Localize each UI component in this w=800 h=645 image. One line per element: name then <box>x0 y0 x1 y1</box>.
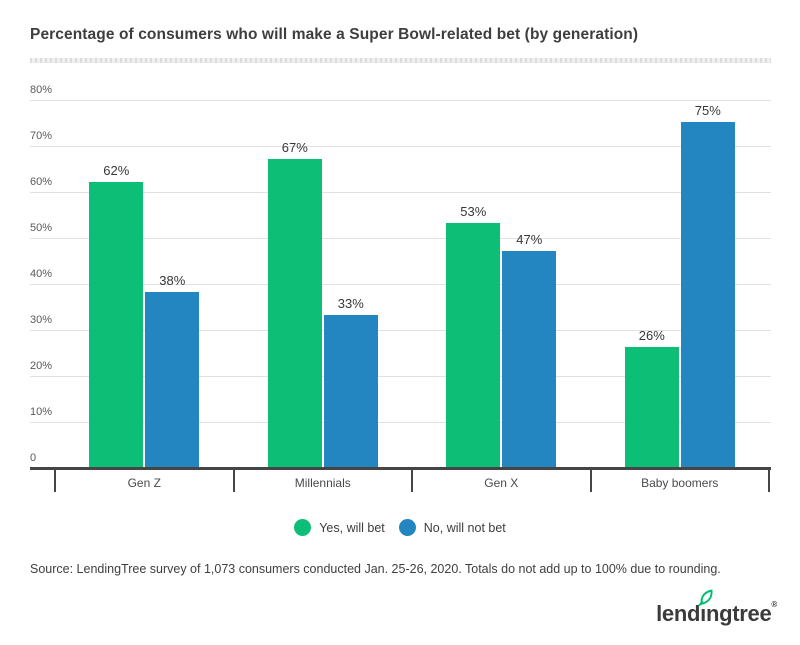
bar-value-label: 33% <box>337 296 364 312</box>
bar-gen-x-series-1 <box>502 250 557 467</box>
logo-text-tail: ngtree <box>705 601 772 626</box>
legend-label-yes: Yes, will bet <box>319 520 385 535</box>
bar-value-label: 47% <box>516 231 543 247</box>
bar-value-label: 67% <box>281 139 308 155</box>
gridline-70 <box>30 145 771 147</box>
legend-swatch-no-icon <box>398 519 416 536</box>
bar-millennials-series-0 <box>267 158 322 467</box>
registered-mark: ® <box>771 600 777 609</box>
y-axis-label-40: 40% <box>30 268 53 280</box>
bar-chart: 80% 70% 60% 50% 40% 30% 20% 10% 0 62% 38% Gen Z 67% 3… <box>30 84 771 500</box>
x-axis-tick <box>54 470 56 492</box>
gridline-10 <box>30 421 771 423</box>
gridline-50 <box>30 237 771 239</box>
legend-label-no: No, will not bet <box>423 520 506 535</box>
chart-title: Percentage of consumers who will make a … <box>30 26 639 43</box>
y-axis-label-30: 30% <box>30 314 53 326</box>
x-axis-tick <box>768 470 770 492</box>
chart-legend: Yes, will bet No, will not bet <box>0 519 800 536</box>
bar-baby-boomers-series-0 <box>624 347 679 467</box>
bar-gen-z-series-1 <box>145 292 200 467</box>
bar-value-label: 26% <box>638 328 665 344</box>
legend-item-yes: Yes, will bet <box>294 519 385 536</box>
leaf-icon <box>698 589 713 606</box>
gridline-60 <box>30 191 771 193</box>
bar-value-label: 38% <box>159 273 186 289</box>
category-label-gen-x: Gen X <box>484 476 519 490</box>
x-axis-line <box>30 467 771 470</box>
gridline-30 <box>30 329 771 331</box>
legend-item-no: No, will not bet <box>398 519 506 536</box>
y-axis-label-0: 0 <box>30 452 37 464</box>
lendingtree-logo: lendı ngtree® <box>656 589 777 626</box>
gridline-80 <box>30 99 771 101</box>
gridline-20 <box>30 375 771 377</box>
gridline-40 <box>30 283 771 285</box>
y-axis-label-10: 10% <box>30 406 53 418</box>
bar-millennials-series-1 <box>323 315 378 467</box>
category-label-millennials: Millennials <box>294 476 351 490</box>
title-divider <box>30 58 771 63</box>
x-axis-tick <box>232 470 235 492</box>
bar-baby-boomers-series-1 <box>680 122 735 467</box>
legend-swatch-yes-icon <box>294 519 312 536</box>
bar-value-label: 62% <box>103 162 130 178</box>
y-axis-label-60: 60% <box>30 176 53 188</box>
source-note: Source: LendingTree survey of 1,073 cons… <box>30 562 721 576</box>
x-axis-tick <box>411 470 413 492</box>
y-axis-label-70: 70% <box>30 130 53 142</box>
bar-gen-z-series-0 <box>89 181 144 467</box>
logo-text-i: ı <box>700 601 706 626</box>
x-axis-tick <box>589 470 592 492</box>
bar-value-label: 53% <box>460 204 487 220</box>
bar-value-label: 75% <box>694 103 721 118</box>
bar-gen-x-series-0 <box>446 223 501 467</box>
category-label-baby-boomers: Baby boomers <box>641 476 719 490</box>
category-label-gen-z: Gen Z <box>127 476 161 490</box>
y-axis-label-20: 20% <box>30 360 53 372</box>
y-axis-label-80: 80% <box>30 84 53 96</box>
y-axis-label-50: 50% <box>30 222 53 234</box>
logo-text-lead: lend <box>656 601 701 626</box>
